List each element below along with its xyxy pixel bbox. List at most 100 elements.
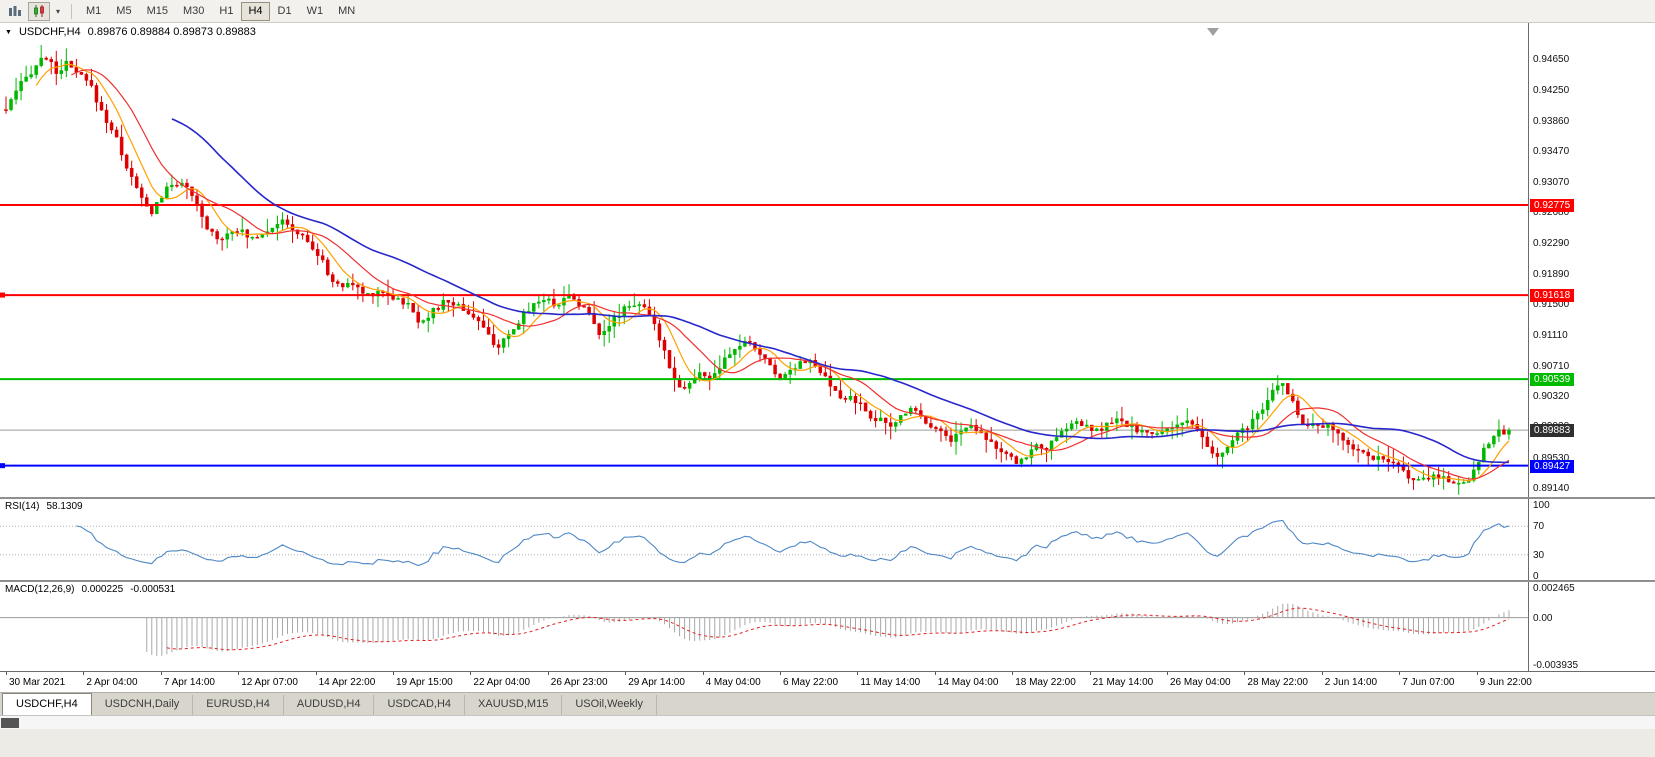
- time-tick: [1244, 672, 1246, 675]
- price-axis-label: 0.94250: [1533, 85, 1570, 97]
- timeframe-mn-button[interactable]: MN: [331, 2, 362, 21]
- top-toolbar: ▾ M1 M5 M15 M30 H1 H4 D1 W1 MN: [0, 0, 1655, 23]
- candlestick-chart-icon-button[interactable]: [28, 1, 50, 21]
- chart-shift-marker-icon: [1207, 28, 1219, 36]
- bar-chart-icon: [9, 6, 21, 16]
- rsi-name: RSI(14): [5, 501, 40, 512]
- time-label: 26 May 04:00: [1170, 677, 1231, 688]
- time-tick: [625, 672, 627, 675]
- time-tick: [1089, 672, 1091, 675]
- sma-34-line: [171, 118, 1510, 464]
- chart-type-dropdown-arrow[interactable]: ▾: [52, 2, 64, 21]
- time-label: 6 May 22:00: [783, 677, 839, 688]
- price-axis-label: 0.92290: [1533, 237, 1570, 249]
- rsi-axis-label: 70: [1533, 521, 1545, 533]
- time-tick: [1012, 672, 1014, 675]
- price-axis-label: 0.89140: [1533, 483, 1570, 494]
- rsi-axis-label: 100: [1533, 500, 1550, 511]
- sma-7-line: [35, 63, 1510, 482]
- time-tick: [160, 672, 162, 675]
- chart-tab-xauusd-m15[interactable]: XAUUSD,M15: [465, 695, 563, 715]
- time-label: 28 May 22:00: [1247, 677, 1308, 688]
- chart-tab-usdcad-h4[interactable]: USDCAD,H4: [374, 695, 466, 715]
- time-tick: [315, 672, 317, 675]
- time-tick: [702, 672, 704, 675]
- level-price-tag: 0.90539: [1530, 373, 1575, 387]
- bar-chart-icon-button[interactable]: [4, 2, 26, 21]
- time-axis: 30 Mar 2021 2 Apr 04:00 7 Apr 14:00 12 Apr …: [0, 671, 1655, 692]
- time-label: 14 Apr 22:00: [318, 677, 376, 688]
- price-axis-label: 0.93860: [1533, 115, 1570, 127]
- macd-label: MACD(12,26,9) 0.000225 -0.000531: [5, 584, 175, 595]
- price-axis-label: 0.89530: [1533, 452, 1570, 464]
- time-label: 30 Mar 2021: [9, 677, 66, 688]
- time-label: 29 Apr 14:00: [628, 677, 685, 688]
- timeframe-toolbar: M1 M5 M15 M30 H1 H4 D1 W1 MN: [79, 1, 362, 21]
- time-tick: [857, 672, 859, 675]
- panel-splitter[interactable]: [0, 580, 1655, 582]
- line-handle: [0, 292, 5, 298]
- price-axis-label: 0.94650: [1533, 54, 1570, 65]
- time-label: 7 Jun 07:00: [1402, 677, 1455, 688]
- time-tick: [1321, 672, 1323, 675]
- time-tick: [393, 672, 394, 675]
- panel-splitter[interactable]: [0, 497, 1655, 499]
- time-label: 11 May 14:00: [860, 677, 921, 688]
- chart-tab-usdchf-h4[interactable]: USDCHF,H4: [2, 693, 92, 715]
- level-price-tag: 0.89427: [1530, 459, 1575, 473]
- timeframe-w1-button[interactable]: W1: [300, 2, 331, 21]
- time-tick: [780, 672, 781, 675]
- time-label: 14 May 04:00: [937, 677, 999, 688]
- rsi-indicator-panel[interactable]: RSI(14) 58.1309: [0, 499, 1528, 580]
- macd-signal-value: -0.000531: [130, 584, 176, 595]
- chart-tab-usdcnh-daily[interactable]: USDCNH,Daily: [92, 695, 194, 715]
- macd-chart-canvas[interactable]: [0, 582, 1528, 671]
- time-tick: [6, 672, 7, 675]
- time-label: 4 May 04:00: [705, 677, 761, 688]
- toolbar-separator: [71, 3, 72, 19]
- main-chart-panel[interactable]: ▼ USDCHF,H4 0.89876 0.89884 0.89873 0.89…: [0, 23, 1528, 497]
- macd-name: MACD(12,26,9): [5, 584, 75, 595]
- chart-tab-eurusd-h4[interactable]: EURUSD,H4: [193, 695, 284, 715]
- price-axis-label: 0.93070: [1533, 177, 1570, 189]
- price-axis-label: 0.91890: [1533, 268, 1570, 280]
- time-label: 7 Apr 14:00: [163, 677, 215, 688]
- timeframe-m15-button[interactable]: M15: [140, 2, 175, 21]
- rsi-axis-label: 0: [1533, 571, 1539, 582]
- level-price-tag: 0.91618: [1530, 289, 1575, 303]
- price-axis-label: 0.93470: [1533, 145, 1570, 157]
- timeframe-h1-button[interactable]: H1: [212, 2, 240, 21]
- timeframe-m5-button[interactable]: M5: [109, 2, 138, 21]
- symbol-period-label: USDCHF,H4: [18, 26, 81, 38]
- time-tick: [547, 672, 549, 675]
- chart-tab-usoil-weekly[interactable]: USOil,Weekly: [562, 695, 657, 715]
- time-label: 21 May 14:00: [1092, 677, 1154, 688]
- time-tick: [83, 672, 85, 675]
- price-axis-label: 0.90320: [1533, 391, 1570, 403]
- rsi-axis-label: 30: [1533, 549, 1545, 561]
- line-handle: [0, 463, 5, 469]
- rsi-chart-canvas[interactable]: [0, 499, 1528, 580]
- price-axis-separator-line: [1528, 23, 1529, 671]
- timeframe-h4-button[interactable]: H4: [241, 1, 270, 21]
- rsi-label: RSI(14) 58.1309: [5, 501, 83, 512]
- scrollbar-thumb[interactable]: [1, 718, 19, 728]
- time-label: 19 Apr 15:00: [396, 677, 453, 688]
- timeframe-d1-button[interactable]: D1: [271, 2, 299, 21]
- sma-14-line: [71, 69, 1510, 480]
- time-label: 2 Jun 14:00: [1324, 677, 1378, 688]
- time-label: 22 Apr 04:00: [473, 677, 531, 688]
- chart-tab-audusd-h4[interactable]: AUDUSD,H4: [284, 695, 375, 715]
- time-tick: [1399, 672, 1401, 675]
- time-label: 2 Apr 04:00: [86, 677, 138, 688]
- time-label: 26 Apr 23:00: [550, 677, 608, 688]
- rsi-line: [76, 519, 1510, 567]
- macd-axis-label: 0.00: [1533, 612, 1553, 624]
- timeframe-m1-button[interactable]: M1: [79, 2, 108, 21]
- horizontal-scrollbar[interactable]: [0, 715, 1655, 729]
- timeframe-m30-button[interactable]: M30: [176, 2, 211, 21]
- macd-indicator-panel[interactable]: MACD(12,26,9) 0.000225 -0.000531: [0, 582, 1528, 671]
- candlestick-chart-canvas[interactable]: [0, 23, 1528, 497]
- collapse-triangle-icon[interactable]: ▼: [5, 28, 12, 36]
